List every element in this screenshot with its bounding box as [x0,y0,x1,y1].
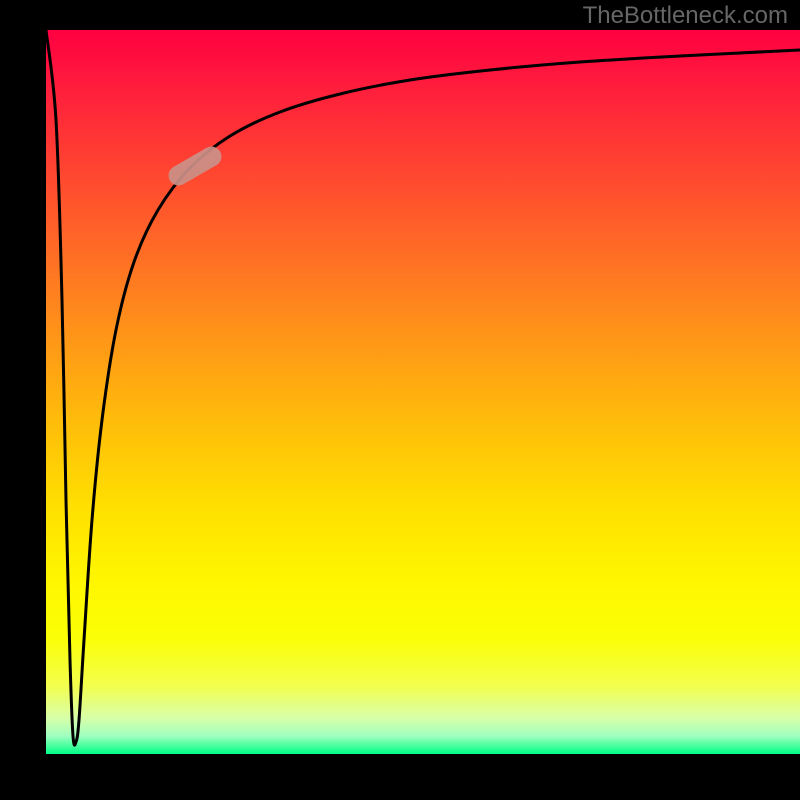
bottleneck-chart [0,0,800,800]
chart-canvas: TheBottleneck.com [0,0,800,800]
plot-background [46,30,800,754]
watermark-text: TheBottleneck.com [583,2,788,30]
